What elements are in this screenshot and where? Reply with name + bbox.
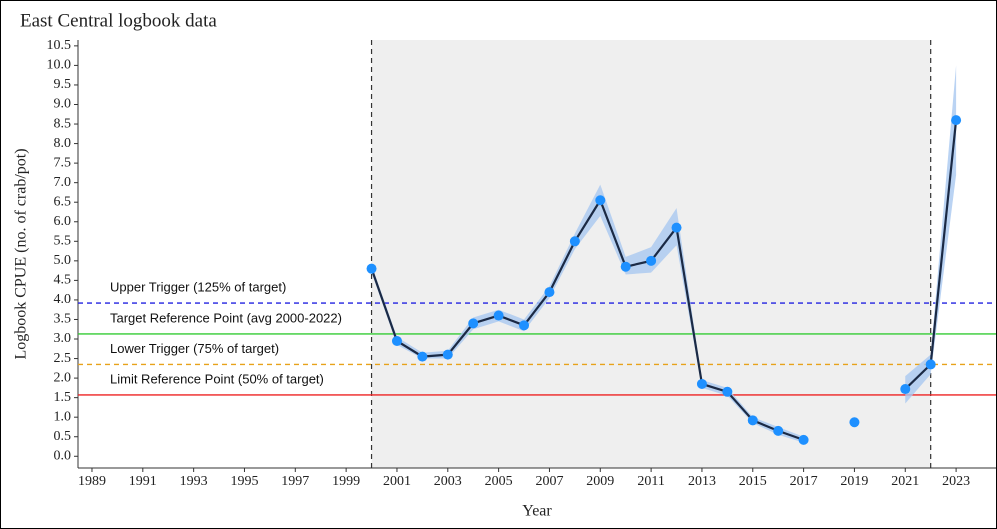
confidence-band bbox=[905, 354, 931, 404]
y-tick-label: 5.0 bbox=[54, 253, 72, 268]
y-tick-label: 3.0 bbox=[54, 331, 72, 346]
x-tick-label: 1991 bbox=[129, 474, 157, 489]
y-tick-label: 7.5 bbox=[54, 155, 72, 170]
x-tick-label: 2007 bbox=[535, 474, 563, 489]
x-tick-label: 2013 bbox=[688, 474, 716, 489]
y-tick-label: 9.5 bbox=[54, 77, 72, 92]
data-point bbox=[773, 425, 784, 436]
data-point bbox=[493, 310, 504, 321]
y-tick-label: 10.5 bbox=[47, 38, 72, 53]
x-axis-label: Year bbox=[522, 503, 552, 520]
y-tick-label: 8.0 bbox=[54, 136, 72, 151]
x-tick-label: 1989 bbox=[78, 474, 106, 489]
x-tick-label: 2017 bbox=[790, 474, 818, 489]
confidence-band bbox=[625, 247, 652, 275]
y-tick-label: 6.5 bbox=[54, 194, 72, 209]
data-point bbox=[849, 417, 860, 428]
reference-label: Upper Trigger (125% of target) bbox=[110, 279, 286, 294]
x-tick-label: 1993 bbox=[180, 474, 208, 489]
data-point bbox=[468, 318, 479, 329]
data-point bbox=[519, 320, 530, 331]
data-point bbox=[595, 195, 606, 206]
y-tick-label: 4.5 bbox=[54, 273, 72, 288]
y-tick-label: 7.0 bbox=[54, 175, 72, 190]
data-point bbox=[722, 386, 733, 397]
y-tick-label: 2.0 bbox=[54, 370, 72, 385]
x-tick-label: 2015 bbox=[739, 474, 767, 489]
x-tick-label: 2023 bbox=[942, 474, 970, 489]
data-point bbox=[544, 287, 555, 298]
reference-label: Lower Trigger (75% of target) bbox=[110, 341, 279, 356]
x-tick-label: 2011 bbox=[637, 474, 664, 489]
chart-title: East Central logbook data bbox=[20, 10, 217, 31]
y-tick-label: 3.5 bbox=[54, 312, 72, 327]
y-tick-label: 1.0 bbox=[54, 409, 72, 424]
reference-label: Target Reference Point (avg 2000-2022) bbox=[110, 310, 342, 325]
data-point bbox=[925, 359, 936, 370]
y-tick-label: 8.5 bbox=[54, 116, 72, 131]
data-point bbox=[798, 434, 809, 445]
data-point bbox=[671, 222, 682, 233]
y-tick-label: 9.0 bbox=[54, 97, 72, 112]
data-point bbox=[391, 335, 402, 346]
y-tick-label: 0.5 bbox=[54, 429, 72, 444]
x-tick-label: 2001 bbox=[383, 474, 411, 489]
data-point bbox=[620, 261, 631, 272]
data-point bbox=[951, 115, 962, 126]
data-point bbox=[900, 384, 911, 395]
y-axis-label: Logbook CPUE (no. of crab/pot) bbox=[13, 148, 30, 359]
confidence-band bbox=[651, 208, 677, 273]
x-tick-label: 1999 bbox=[332, 474, 360, 489]
data-point bbox=[417, 351, 428, 362]
data-point bbox=[569, 236, 580, 247]
x-tick-label: 2003 bbox=[434, 474, 462, 489]
y-tick-label: 2.5 bbox=[54, 351, 72, 366]
y-tick-label: 6.0 bbox=[54, 214, 72, 229]
y-tick-label: 10.0 bbox=[47, 58, 72, 73]
reference-label: Limit Reference Point (50% of target) bbox=[110, 371, 324, 386]
data-point bbox=[442, 349, 453, 360]
x-tick-label: 1997 bbox=[281, 474, 309, 489]
data-point bbox=[646, 255, 657, 266]
y-tick-label: 1.5 bbox=[54, 390, 72, 405]
data-point bbox=[366, 263, 377, 274]
data-point bbox=[747, 415, 758, 426]
x-tick-label: 1995 bbox=[230, 474, 258, 489]
x-tick-label: 2019 bbox=[840, 474, 868, 489]
y-tick-label: 4.0 bbox=[54, 292, 72, 307]
data-point bbox=[696, 378, 707, 389]
x-tick-label: 2021 bbox=[891, 474, 919, 489]
x-tick-label: 2009 bbox=[586, 474, 614, 489]
x-tick-label: 2005 bbox=[485, 474, 513, 489]
y-tick-label: 0.0 bbox=[54, 448, 72, 463]
y-tick-label: 5.5 bbox=[54, 234, 72, 249]
